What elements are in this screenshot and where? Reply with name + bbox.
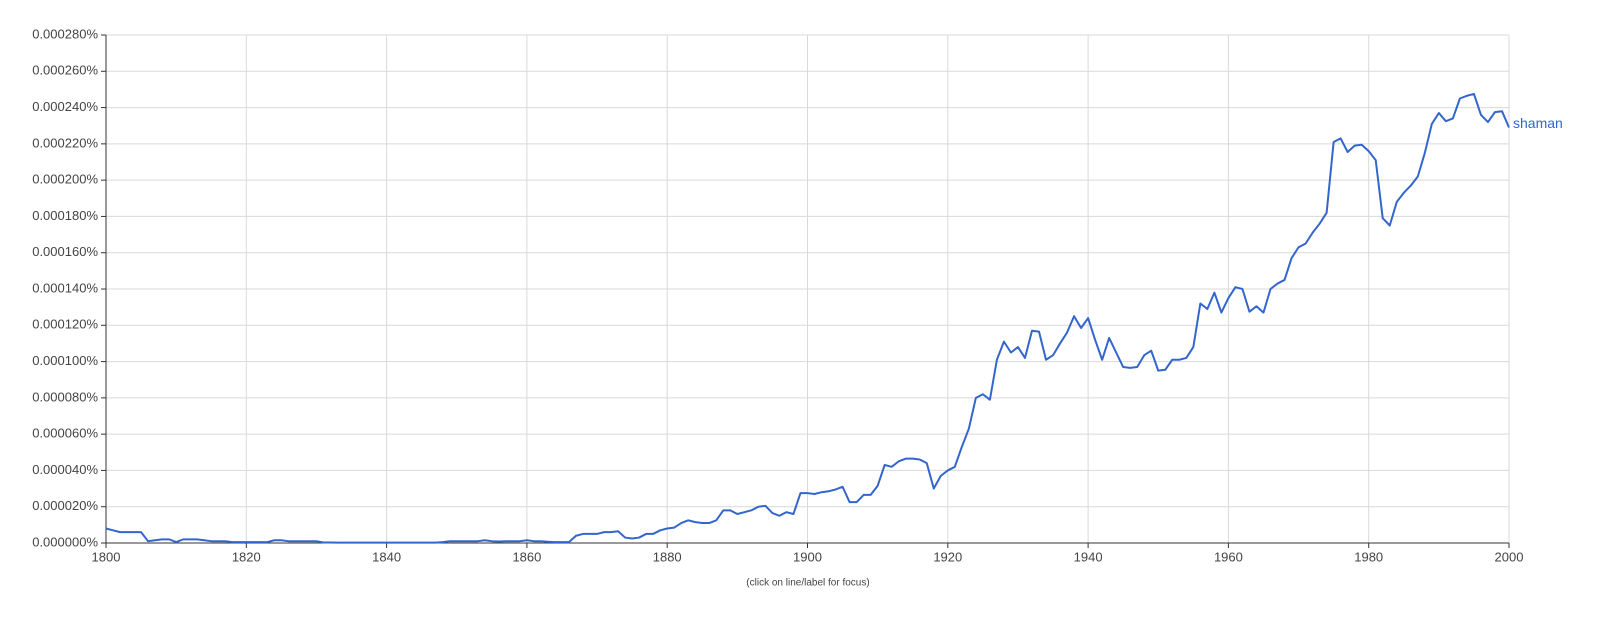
y-tick-label: 0.000000%	[32, 534, 98, 549]
x-tick-label: 1940	[1074, 549, 1103, 564]
x-tick-label: 1920	[933, 549, 962, 564]
y-tick-label: 0.000220%	[32, 135, 98, 150]
x-tick-label: 1820	[232, 549, 261, 564]
y-tick-label: 0.000120%	[32, 317, 98, 332]
y-tick-label: 0.000200%	[32, 172, 98, 187]
x-tick-label: 1800	[92, 549, 121, 564]
series-label[interactable]: shaman	[1513, 115, 1563, 131]
x-tick-label: 1860	[512, 549, 541, 564]
x-tick-label: 1840	[372, 549, 401, 564]
x-tick-label: 2000	[1495, 549, 1524, 564]
x-tick-label: 1980	[1354, 549, 1383, 564]
y-tick-label: 0.000160%	[32, 244, 98, 259]
y-tick-label: 0.000040%	[32, 462, 98, 477]
y-tick-label: 0.000020%	[32, 498, 98, 513]
y-tick-label: 0.000280%	[32, 26, 98, 41]
x-tick-label: 1880	[653, 549, 682, 564]
footer-note: (click on line/label for focus)	[746, 578, 869, 589]
y-tick-label: 0.000060%	[32, 426, 98, 441]
y-tick-label: 0.000100%	[32, 353, 98, 368]
y-tick-label: 0.000140%	[32, 280, 98, 295]
y-tick-label: 0.000260%	[32, 63, 98, 78]
series-line[interactable]	[105, 92, 1510, 544]
y-tick-label: 0.000080%	[32, 389, 98, 404]
y-tick-label: 0.000240%	[32, 99, 98, 114]
x-tick-label: 1960	[1214, 549, 1243, 564]
x-tick-label: 1900	[793, 549, 822, 564]
y-tick-label: 0.000180%	[32, 208, 98, 223]
